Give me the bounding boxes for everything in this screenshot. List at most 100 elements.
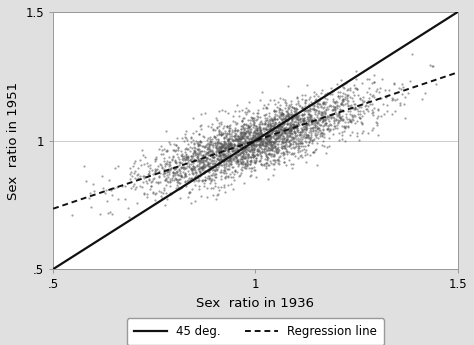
Point xyxy=(180,174,188,180)
Point xyxy=(221,168,229,174)
Point xyxy=(304,111,312,117)
Point xyxy=(159,190,167,196)
Point xyxy=(226,171,233,177)
Point xyxy=(222,156,229,161)
Point xyxy=(295,132,303,138)
Point xyxy=(347,119,355,125)
Point xyxy=(194,144,202,149)
Point xyxy=(251,159,258,165)
Point xyxy=(264,160,271,166)
Point xyxy=(201,168,209,174)
Point xyxy=(213,142,221,148)
Point xyxy=(251,125,258,131)
Point xyxy=(265,132,273,138)
Point xyxy=(274,144,282,149)
Point xyxy=(252,152,259,157)
Point xyxy=(185,171,193,176)
Point xyxy=(197,127,205,132)
Point xyxy=(209,161,217,167)
Point xyxy=(270,153,277,158)
Point xyxy=(241,138,249,144)
Point xyxy=(270,114,278,120)
Point xyxy=(195,142,202,148)
Point xyxy=(310,115,318,121)
Point xyxy=(262,156,269,162)
Point xyxy=(325,103,333,108)
Point xyxy=(306,101,313,107)
Point xyxy=(275,138,283,144)
Point xyxy=(202,142,210,148)
Point xyxy=(260,149,268,155)
Point xyxy=(299,125,307,130)
Point xyxy=(237,126,245,131)
Point xyxy=(269,128,277,133)
Point xyxy=(258,141,266,147)
Point xyxy=(206,141,213,147)
Point xyxy=(199,154,207,159)
Point xyxy=(262,105,270,111)
Point xyxy=(288,105,295,110)
Point xyxy=(270,153,278,158)
Point xyxy=(218,145,226,150)
Point xyxy=(205,167,212,173)
Point xyxy=(222,150,229,156)
Point xyxy=(152,155,159,160)
Point xyxy=(266,97,273,103)
Point xyxy=(267,131,274,137)
Point xyxy=(229,145,237,150)
Point xyxy=(197,170,204,176)
Point xyxy=(231,154,238,159)
Point xyxy=(305,115,312,120)
Point xyxy=(176,160,184,166)
Point xyxy=(279,112,286,117)
Point xyxy=(252,144,260,149)
Point xyxy=(215,109,222,114)
Point xyxy=(281,125,288,130)
Point xyxy=(204,140,212,146)
Point xyxy=(204,161,211,167)
Point xyxy=(294,119,301,125)
Point xyxy=(286,128,293,134)
Point xyxy=(322,150,330,155)
Point xyxy=(237,123,245,129)
Point xyxy=(271,125,279,131)
Point xyxy=(369,92,377,97)
Point xyxy=(307,117,314,123)
Point xyxy=(242,131,249,137)
Point xyxy=(288,112,295,118)
Point xyxy=(220,159,228,165)
Point xyxy=(271,136,279,142)
Point xyxy=(285,114,293,119)
Point xyxy=(247,142,255,147)
Point xyxy=(238,134,246,140)
Point xyxy=(194,151,202,157)
Point xyxy=(242,161,249,166)
Point xyxy=(217,162,225,168)
Point xyxy=(199,155,206,161)
Point xyxy=(280,150,287,156)
Point xyxy=(131,186,139,192)
Point xyxy=(227,152,234,158)
Point xyxy=(203,156,210,161)
Point xyxy=(254,137,261,142)
Point xyxy=(214,139,222,145)
Point xyxy=(221,141,229,146)
Point xyxy=(219,144,227,150)
Point xyxy=(263,156,270,161)
Point xyxy=(241,133,249,139)
Point xyxy=(257,161,264,166)
Point xyxy=(301,104,309,109)
Point xyxy=(335,119,342,125)
Point xyxy=(267,139,275,145)
Point xyxy=(253,116,260,122)
Point xyxy=(252,135,260,140)
Point xyxy=(228,136,236,141)
Point xyxy=(127,185,134,191)
Point xyxy=(280,136,288,141)
Point xyxy=(266,127,274,132)
Point xyxy=(292,125,299,130)
Point xyxy=(306,94,314,99)
Point xyxy=(237,130,245,136)
Point xyxy=(246,140,254,146)
Point xyxy=(289,116,296,121)
